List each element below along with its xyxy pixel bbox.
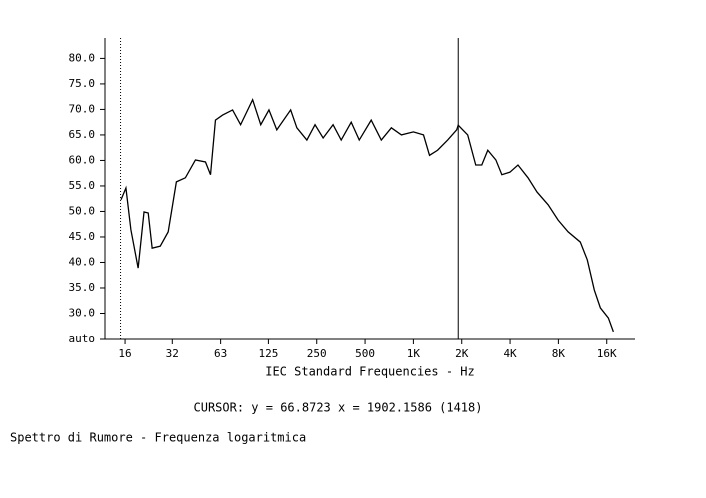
footer: Spettro di Rumore - Frequenza logaritmic… xyxy=(10,431,306,445)
y-tick-label: 30.0 xyxy=(69,306,96,319)
x-tick-label: 63 xyxy=(214,347,227,360)
y-tick-label: 80.0 xyxy=(69,51,96,64)
x-tick-label: 250 xyxy=(307,347,327,360)
x-tick-label: 125 xyxy=(258,347,278,360)
y-tick-label: 70.0 xyxy=(69,102,96,115)
y-tick-label: 35.0 xyxy=(69,281,96,294)
x-tick-label: 4K xyxy=(503,347,517,360)
cursor-readout: CURSOR: y = 66.8723 x = 1902.1586 (1418) xyxy=(194,401,483,415)
y-tick-label: 40.0 xyxy=(69,255,96,268)
y-tick-label: 75.0 xyxy=(69,77,96,90)
y-tick-label: 60.0 xyxy=(69,153,96,166)
y-tick-label: 45.0 xyxy=(69,230,96,243)
x-tick-label: 1K xyxy=(407,347,421,360)
y-tick-label: 65.0 xyxy=(69,128,96,141)
x-tick-label: 16 xyxy=(118,347,131,360)
y-tick-label: auto xyxy=(69,332,96,345)
x-tick-label: 16K xyxy=(597,347,617,360)
x-tick-label: 500 xyxy=(355,347,375,360)
y-tick-label: 55.0 xyxy=(69,179,96,192)
x-axis-label: IEC Standard Frequencies - Hz xyxy=(265,365,475,379)
spectrum-line xyxy=(120,97,614,333)
x-tick-label: 2K xyxy=(455,347,469,360)
x-tick-label: 8K xyxy=(552,347,566,360)
x-tick-label: 32 xyxy=(166,347,179,360)
y-tick-label: 50.0 xyxy=(69,204,96,217)
